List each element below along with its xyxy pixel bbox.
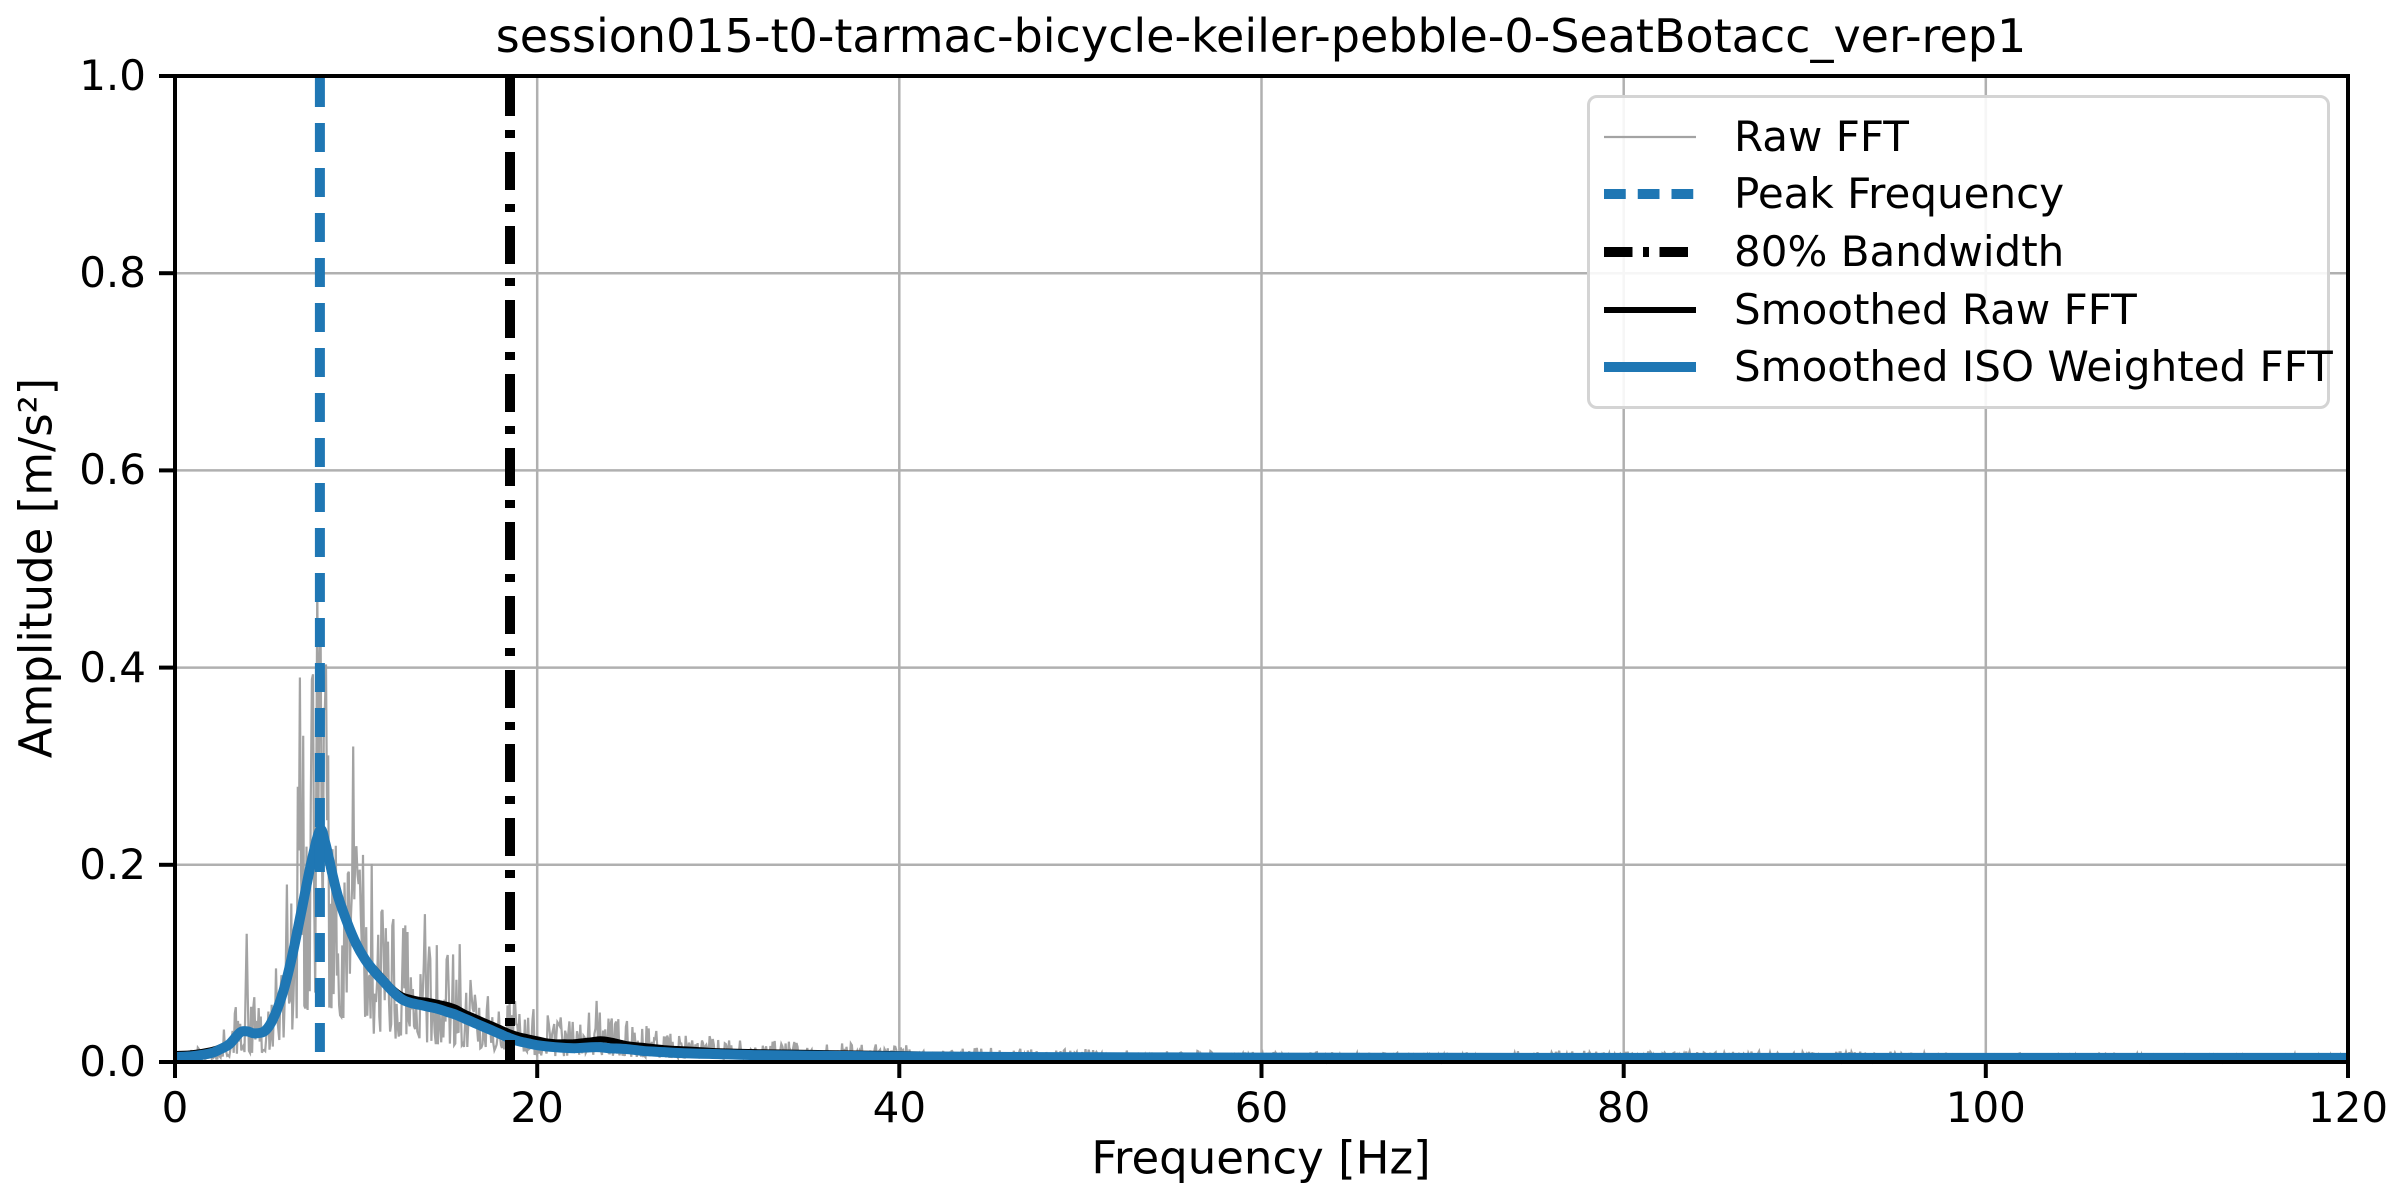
legend-item-smoothed-raw-fft: Smoothed Raw FFT xyxy=(1602,284,2317,334)
legend-label: Peak Frequency xyxy=(1734,169,2065,219)
legend-sample-line-glyph xyxy=(1604,189,1696,200)
legend-sample-line-glyph xyxy=(1604,246,1696,257)
legend-line-sample-smoothed-iso-weighted-fft xyxy=(1602,358,1698,376)
x-axis-label: Frequency [Hz] xyxy=(1091,1131,1431,1185)
legend-item-raw-fft: Raw FFT xyxy=(1602,111,2317,161)
x-tick-label: 80 xyxy=(1596,1083,1651,1132)
y-tick-label: 0.6 xyxy=(79,445,146,495)
legend-item-80-bandwidth: 80% Bandwidth xyxy=(1602,226,2317,276)
legend-label: Smoothed Raw FFT xyxy=(1734,284,2137,334)
x-tick-label: 60 xyxy=(1234,1083,1289,1132)
smoothed-iso-weighted-fft-line xyxy=(174,824,2348,1063)
x-tick-label: 20 xyxy=(510,1083,564,1132)
y-tick-label: 0.8 xyxy=(79,248,146,298)
y-axis-label: Amplitude [m/s²] xyxy=(9,377,63,759)
legend-label: Smoothed ISO Weighted FFT xyxy=(1734,342,2333,392)
legend-line-sample-smoothed-raw-fft xyxy=(1602,301,1698,319)
legend-sample-line-glyph xyxy=(1604,135,1696,138)
y-tick-label: 0.4 xyxy=(79,642,146,692)
x-tick-label: 0 xyxy=(161,1083,189,1132)
legend-item-peak-frequency: Peak Frequency xyxy=(1602,171,2317,217)
legend-label: 80% Bandwidth xyxy=(1734,226,2065,276)
legend-sample-line-glyph xyxy=(1604,306,1696,313)
legend-line-sample-raw-fft xyxy=(1602,128,1698,146)
legend-item-smoothed-iso-weighted-fft: Smoothed ISO Weighted FFT xyxy=(1602,344,2333,390)
y-tick-label: 1.0 xyxy=(79,51,146,100)
legend-line-sample-80-bandwidth xyxy=(1602,243,1698,261)
legend-label: Raw FFT xyxy=(1734,111,1909,161)
x-tick-label: 120 xyxy=(2307,1083,2389,1132)
y-tick-label: 0.0 xyxy=(79,1037,146,1086)
legend: Raw FFT Peak Frequency 80% Bandwidth Smo… xyxy=(1587,95,2333,409)
legend-sample-line-glyph xyxy=(1604,362,1696,373)
axes-frame xyxy=(173,74,2350,1064)
chart-title: session015-t0-tarmac-bicycle-keiler-pebb… xyxy=(495,9,2027,63)
y-tick-label: 0.2 xyxy=(79,839,146,889)
x-tick-label: 40 xyxy=(872,1083,927,1132)
legend-line-sample-peak-frequency xyxy=(1602,185,1698,203)
x-tick-label: 100 xyxy=(1945,1083,2026,1132)
